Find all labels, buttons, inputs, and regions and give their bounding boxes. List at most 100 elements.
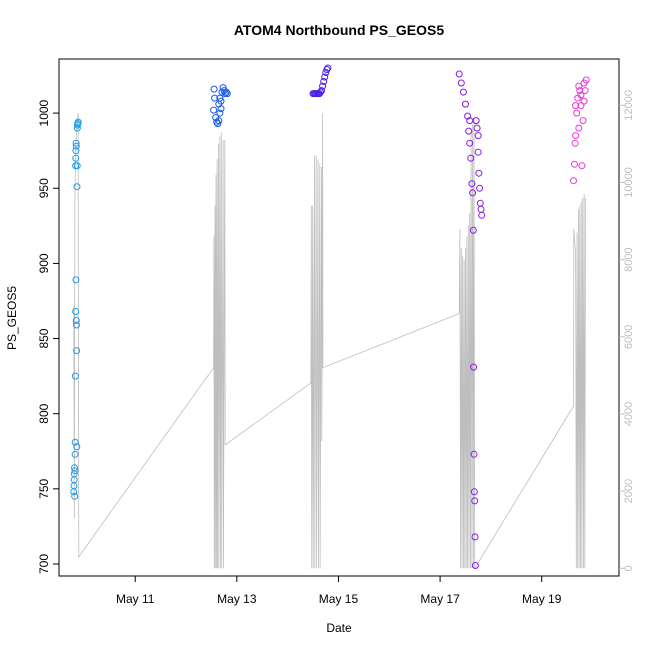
y-tick-label: 950: [37, 178, 51, 198]
secondary-series-line: [73, 112, 586, 570]
data-point: [214, 120, 222, 128]
data-point: [578, 162, 586, 170]
data-point: [573, 109, 581, 117]
data-point: [324, 64, 332, 72]
data-point: [72, 276, 80, 284]
data-point: [571, 139, 579, 147]
data-point: [216, 94, 224, 102]
data-point: [469, 226, 477, 234]
y2-tick-label: 4000: [623, 402, 635, 426]
data-point: [73, 443, 81, 451]
x-tick-label: May 11: [116, 592, 155, 606]
data-point: [73, 183, 81, 191]
data-point: [466, 117, 474, 125]
data-point: [476, 184, 484, 192]
data-point: [572, 132, 580, 140]
data-point: [221, 90, 229, 98]
data-point: [466, 139, 474, 147]
data-point: [580, 97, 588, 105]
y2-tick-label: 10000: [623, 167, 635, 198]
data-point: [71, 438, 79, 446]
y2-tick-label: 6000: [623, 325, 635, 349]
y-axis: 700 750 800 850 900 950 1000: [37, 99, 59, 574]
y-tick-label: 900: [37, 253, 51, 273]
data-point: [74, 118, 82, 126]
data-point: [317, 88, 324, 96]
y-axis-label: PS_GEOS5: [5, 286, 19, 350]
data-point: [215, 117, 223, 125]
data-point: [223, 90, 231, 98]
data-point: [475, 169, 483, 177]
y2-tick-label: 8000: [623, 247, 635, 271]
data-point: [71, 492, 79, 500]
data-point: [210, 106, 218, 114]
data-point: [476, 199, 484, 207]
data-point: [211, 94, 219, 102]
data-point: [471, 497, 479, 505]
data-point: [219, 84, 227, 92]
data-point: [471, 533, 479, 541]
data-point: [72, 139, 80, 147]
x-tick-label: May 13: [217, 592, 257, 606]
y-tick-label: 750: [37, 478, 51, 498]
data-point: [73, 347, 81, 355]
data-point: [570, 177, 577, 185]
secondary-line: [73, 112, 586, 570]
y-tick-label: 700: [37, 554, 51, 574]
data-point: [459, 88, 467, 96]
y-tick-label: 800: [37, 403, 51, 423]
y-tick-label: 1000: [37, 99, 51, 126]
data-points: [70, 64, 590, 569]
data-point: [470, 363, 478, 371]
data-point: [320, 78, 328, 85]
data-point: [572, 102, 580, 110]
data-point: [71, 467, 79, 475]
data-point: [319, 82, 327, 90]
x-axis-label: Date: [326, 621, 352, 635]
data-point: [210, 85, 218, 93]
data-point: [72, 308, 80, 315]
data-point: [216, 109, 224, 117]
data-point: [576, 87, 584, 95]
data-point: [465, 127, 473, 135]
data-point: [468, 180, 476, 188]
data-point: [72, 162, 80, 170]
data-point: [455, 70, 463, 78]
data-point: [469, 189, 477, 197]
data-point: [477, 205, 485, 213]
data-point: [581, 87, 589, 95]
data-point: [71, 372, 79, 380]
x-axis: May 11 May 13 May 15 May 17 May 19: [116, 576, 562, 606]
data-point: [318, 87, 325, 95]
data-point: [577, 91, 585, 99]
data-point: [571, 160, 578, 168]
data-point: [470, 450, 478, 458]
x-tick-label: May 15: [319, 592, 359, 606]
data-point: [457, 79, 465, 87]
data-point: [579, 117, 587, 125]
data-point: [222, 88, 230, 96]
data-point: [580, 79, 588, 87]
data-point: [474, 148, 482, 156]
data-point: [467, 154, 475, 162]
data-point: [217, 105, 225, 113]
data-point: [474, 132, 482, 140]
y2-tick-label: 0: [623, 565, 635, 571]
data-point: [73, 321, 80, 329]
data-point: [470, 488, 478, 496]
chart-title: ATOM4 Northbound PS_GEOS5: [234, 22, 444, 38]
data-point: [322, 69, 330, 76]
data-point: [478, 211, 486, 219]
data-point: [471, 562, 479, 569]
data-point: [72, 154, 80, 162]
data-point: [575, 124, 583, 132]
data-point: [213, 118, 221, 126]
data-point: [72, 317, 80, 324]
y2-tick-label: 2000: [623, 479, 635, 503]
data-point: [72, 147, 80, 155]
data-point: [71, 464, 78, 472]
plot-frame: [58, 58, 620, 577]
x-tick-label: May 17: [420, 592, 460, 606]
y2-axis: 0 2000 4000 6000 8000 10000 12000: [619, 90, 635, 571]
data-point: [577, 102, 585, 110]
